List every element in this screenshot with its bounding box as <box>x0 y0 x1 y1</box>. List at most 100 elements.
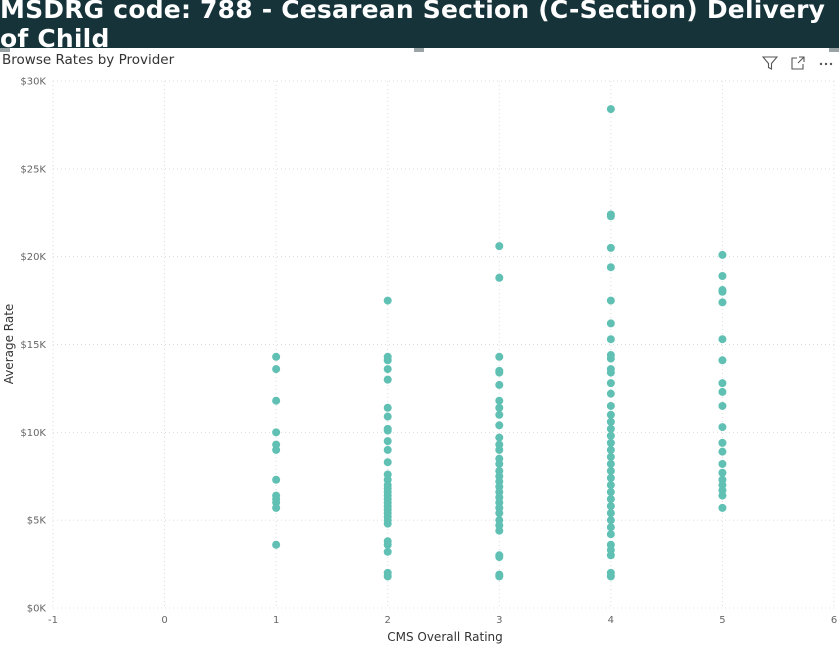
data-point[interactable] <box>606 523 615 532</box>
data-point[interactable] <box>383 403 392 412</box>
data-point[interactable] <box>718 335 727 344</box>
data-point[interactable] <box>383 296 392 305</box>
data-point[interactable] <box>718 401 727 410</box>
data-point[interactable] <box>495 242 504 251</box>
data-point[interactable] <box>606 438 615 447</box>
data-point[interactable] <box>606 319 615 328</box>
data-point[interactable] <box>718 491 727 500</box>
data-point[interactable] <box>495 410 504 419</box>
data-point[interactable] <box>606 530 615 539</box>
data-point[interactable] <box>606 105 615 114</box>
y-tick-label: $10K <box>20 428 46 439</box>
data-point[interactable] <box>606 431 615 440</box>
data-point[interactable] <box>383 412 392 421</box>
data-point[interactable] <box>718 387 727 396</box>
data-point[interactable] <box>495 273 504 282</box>
data-point[interactable] <box>383 365 392 374</box>
data-point[interactable] <box>606 368 615 377</box>
resize-handle-left[interactable] <box>0 48 10 52</box>
data-point[interactable] <box>383 437 392 446</box>
data-point[interactable] <box>383 547 392 556</box>
data-point[interactable] <box>606 243 615 252</box>
data-point[interactable] <box>718 468 727 477</box>
data-point[interactable] <box>272 352 281 361</box>
data-point[interactable] <box>495 352 504 361</box>
data-point[interactable] <box>718 459 727 468</box>
data-point[interactable] <box>606 296 615 305</box>
data-point[interactable] <box>606 212 615 221</box>
data-point[interactable] <box>718 356 727 365</box>
data-point[interactable] <box>606 551 615 560</box>
report-title-banner: MSDRG code: 788 - Cesarean Section (C-Se… <box>0 0 839 53</box>
data-point[interactable] <box>606 495 615 504</box>
x-tick-label: 5 <box>719 615 725 626</box>
data-point[interactable] <box>495 433 504 442</box>
data-point[interactable] <box>606 502 615 511</box>
data-point[interactable] <box>606 379 615 388</box>
data-point[interactable] <box>383 519 392 528</box>
data-point[interactable] <box>383 540 392 549</box>
data-point[interactable] <box>495 572 504 581</box>
data-point[interactable] <box>718 447 727 456</box>
data-point[interactable] <box>272 445 281 454</box>
data-point[interactable] <box>272 540 281 549</box>
data-point[interactable] <box>272 503 281 512</box>
data-point[interactable] <box>606 389 615 398</box>
resize-handle-right[interactable] <box>829 48 839 52</box>
data-point[interactable] <box>495 445 504 454</box>
data-point[interactable] <box>606 452 615 461</box>
focus-mode-icon[interactable] <box>789 54 807 72</box>
data-point[interactable] <box>495 380 504 389</box>
data-point[interactable] <box>383 356 392 365</box>
data-point[interactable] <box>272 396 281 405</box>
data-point[interactable] <box>606 424 615 433</box>
data-point[interactable] <box>606 417 615 426</box>
data-point[interactable] <box>606 516 615 525</box>
data-point[interactable] <box>718 438 727 447</box>
data-point[interactable] <box>606 354 615 363</box>
data-point[interactable] <box>383 458 392 467</box>
data-point[interactable] <box>383 375 392 384</box>
data-point[interactable] <box>272 365 281 374</box>
data-point[interactable] <box>495 459 504 468</box>
data-point[interactable] <box>606 509 615 518</box>
data-point[interactable] <box>718 379 727 388</box>
data-point[interactable] <box>718 423 727 432</box>
data-point[interactable] <box>272 475 281 484</box>
data-point[interactable] <box>495 396 504 405</box>
data-point[interactable] <box>606 401 615 410</box>
data-point[interactable] <box>606 263 615 272</box>
data-point[interactable] <box>383 426 392 435</box>
y-tick-label: $20K <box>20 252 46 263</box>
resize-handle-center[interactable] <box>414 48 424 52</box>
data-point[interactable] <box>606 466 615 475</box>
x-axis-ticks: -1 0 1 2 3 4 5 6 <box>48 615 837 626</box>
data-point[interactable] <box>606 474 615 483</box>
data-point[interactable] <box>606 335 615 344</box>
data-point[interactable] <box>495 421 504 430</box>
data-point[interactable] <box>606 410 615 419</box>
data-point[interactable] <box>606 481 615 490</box>
data-point[interactable] <box>383 445 392 454</box>
data-point[interactable] <box>495 509 504 518</box>
data-point[interactable] <box>495 526 504 535</box>
y-tick-label: $5K <box>27 516 47 527</box>
data-point[interactable] <box>718 271 727 280</box>
filter-icon[interactable] <box>761 54 779 72</box>
data-point[interactable] <box>495 553 504 562</box>
data-point[interactable] <box>606 488 615 497</box>
data-point[interactable] <box>718 250 727 259</box>
gridlines <box>52 80 835 609</box>
data-point[interactable] <box>606 572 615 581</box>
data-point[interactable] <box>606 445 615 454</box>
data-point[interactable] <box>718 503 727 512</box>
data-point[interactable] <box>495 403 504 412</box>
data-point[interactable] <box>606 459 615 468</box>
more-options-icon[interactable] <box>817 54 835 72</box>
data-point[interactable] <box>718 298 727 307</box>
data-point[interactable] <box>495 368 504 377</box>
data-point[interactable] <box>272 428 281 437</box>
data-point[interactable] <box>718 287 727 296</box>
data-point[interactable] <box>383 572 392 581</box>
